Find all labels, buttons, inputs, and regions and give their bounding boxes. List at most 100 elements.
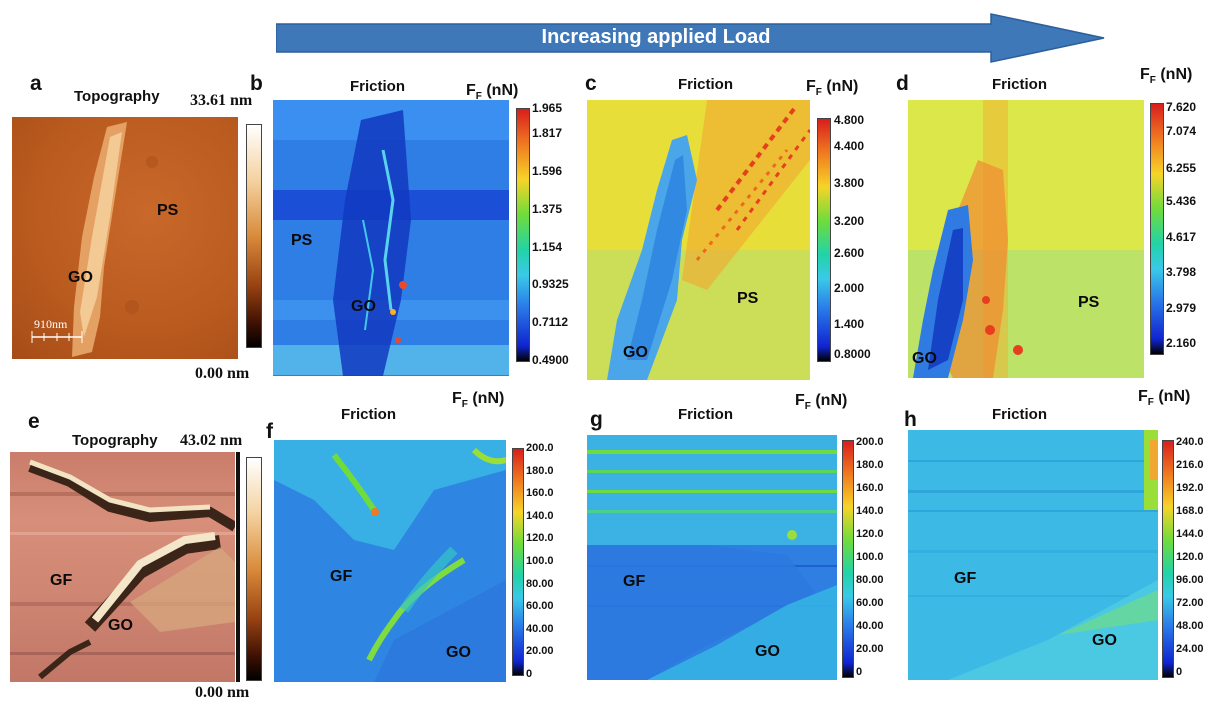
panel-f-friction-map: GF GO [274,440,506,682]
tick-label: 1.400 [834,316,865,331]
panel-e-colorbar [246,457,262,681]
panel-b-ticks: 1.965 1.817 1.596 1.375 1.154 0.9325 0.7… [532,101,592,367]
label-ps: PS [1078,294,1100,311]
tick-label: 3.798 [1166,265,1197,280]
tick-label: 60.00 [856,597,884,609]
label-go: GO [755,643,780,660]
tick-label: 7.620 [1166,100,1197,114]
tick-label: 6.255 [1166,161,1197,176]
tick-label: 2.979 [1166,300,1197,315]
tick-label: 120.0 [526,532,554,545]
tick-label: 2.000 [834,281,865,296]
panel-letter-g: g [590,408,603,431]
tick-label: 1.596 [532,164,563,178]
panel-e-title: Topography [72,432,158,449]
tick-label: 96.00 [1176,574,1204,586]
label-go: GO [912,350,937,367]
tick-label: 140.0 [856,505,884,517]
tick-label: 100.0 [526,555,554,567]
label-ps: PS [737,290,759,307]
panel-letter-f: f [266,420,273,443]
tick-label: 1.154 [532,239,563,254]
tick-label: 0.9325 [532,277,569,292]
label-go: GO [68,269,93,286]
panel-b-unit: FF (nN) [466,82,519,103]
tick-label: 72.00 [1176,597,1204,609]
tick-label: 160.0 [526,487,554,500]
tick-label: 48.00 [1176,620,1204,632]
panel-d-unit: FF (nN) [1140,66,1193,87]
label-go: GO [1092,632,1117,649]
label-gf: GF [50,572,73,589]
tick-label: 5.436 [1166,194,1197,209]
tick-label: 1.817 [532,126,563,141]
panel-c-ticks: 4.800 4.400 3.800 3.200 2.600 2.000 1.40… [834,113,894,361]
label-go: GO [351,298,376,315]
panel-letter-c: c [585,72,597,95]
tick-label: 0 [1176,666,1183,678]
label-ps: PS [291,232,313,249]
tick-label: 2.600 [834,246,865,261]
tick-label: 20.00 [856,643,884,655]
tick-label: 0.4900 [532,353,569,367]
panel-h-title: Friction [992,406,1047,423]
panel-a-scale-min: 0.00 nm [195,365,250,382]
tick-label: 144.0 [1176,528,1204,540]
label-ps: PS [157,202,179,219]
tick-label: 24.00 [1176,643,1204,655]
panel-letter-b: b [250,72,263,95]
panel-a-scale-max: 33.61 nm [190,92,253,109]
label-gf-static: GF [623,573,646,590]
panel-d-ticks: 7.620 7.074 6.255 5.436 4.617 3.798 2.97… [1166,100,1209,350]
panel-h-colorbar [1162,440,1174,678]
tick-label: 3.200 [834,213,865,228]
panel-b-colorbar [516,108,530,362]
tick-label: 40.00 [526,622,554,635]
tick-label: 60.00 [526,600,554,613]
tick-label: 0 [526,668,533,680]
panel-e-separator [236,452,240,682]
tick-label: 40.00 [856,620,884,632]
tick-label: 80.00 [856,574,884,586]
panel-b-title: Friction [350,78,405,95]
panel-g-colorbar [842,440,854,678]
panel-g-ticks: 200.0 180.0 160.0 140.0 120.0 100.0 80.0… [856,436,906,678]
panel-a-title: Topography [74,88,160,105]
panel-d-colorbar [1150,103,1164,355]
tick-label: 1.965 [532,101,563,115]
panel-f-unit: FF (nN) [452,390,505,411]
panel-letter-h: h [904,408,917,431]
tick-label: 4.800 [834,113,865,127]
tick-label: 0.7112 [532,315,569,330]
arrow-label: Increasing applied Load [541,26,771,48]
scalebar-label: 910nm [34,317,68,331]
tick-label: 1.375 [532,201,563,216]
tick-label: 3.800 [834,176,865,191]
label-gf: GF [330,568,353,585]
panel-f-title: Friction [341,406,396,423]
panel-e-topography-map: GF GO [10,452,235,682]
panel-a-colorbar [246,124,262,348]
label-go: GO [108,617,133,634]
panel-c-title: Friction [678,76,733,93]
panel-c-friction-map: PS GO [587,100,810,380]
tick-label: 0.8000 [834,347,871,361]
tick-label: 168.0 [1176,505,1204,517]
tick-label: 160.0 [856,482,884,494]
tick-label: 180.0 [856,459,884,471]
tick-label: 20.00 [526,645,554,658]
panel-g-unit: FF (nN) [795,392,848,413]
tick-label: 180.0 [526,464,554,477]
tick-label: 120.0 [856,528,884,540]
label-go: GO [446,644,471,661]
panel-d-friction-map: PS GO [908,100,1144,378]
tick-label: 200.0 [856,436,884,448]
tick-label: 4.617 [1166,229,1197,244]
tick-label: 192.0 [1176,482,1204,494]
tick-label: 200.0 [526,442,554,454]
panel-h-ticks: 240.0 216.0 192.0 168.0 144.0 120.0 96.0… [1176,436,1209,678]
tick-label: 0 [856,666,863,678]
tick-label: 7.074 [1166,123,1197,138]
panel-f-colorbar [512,448,524,676]
panel-c-colorbar [817,118,831,362]
